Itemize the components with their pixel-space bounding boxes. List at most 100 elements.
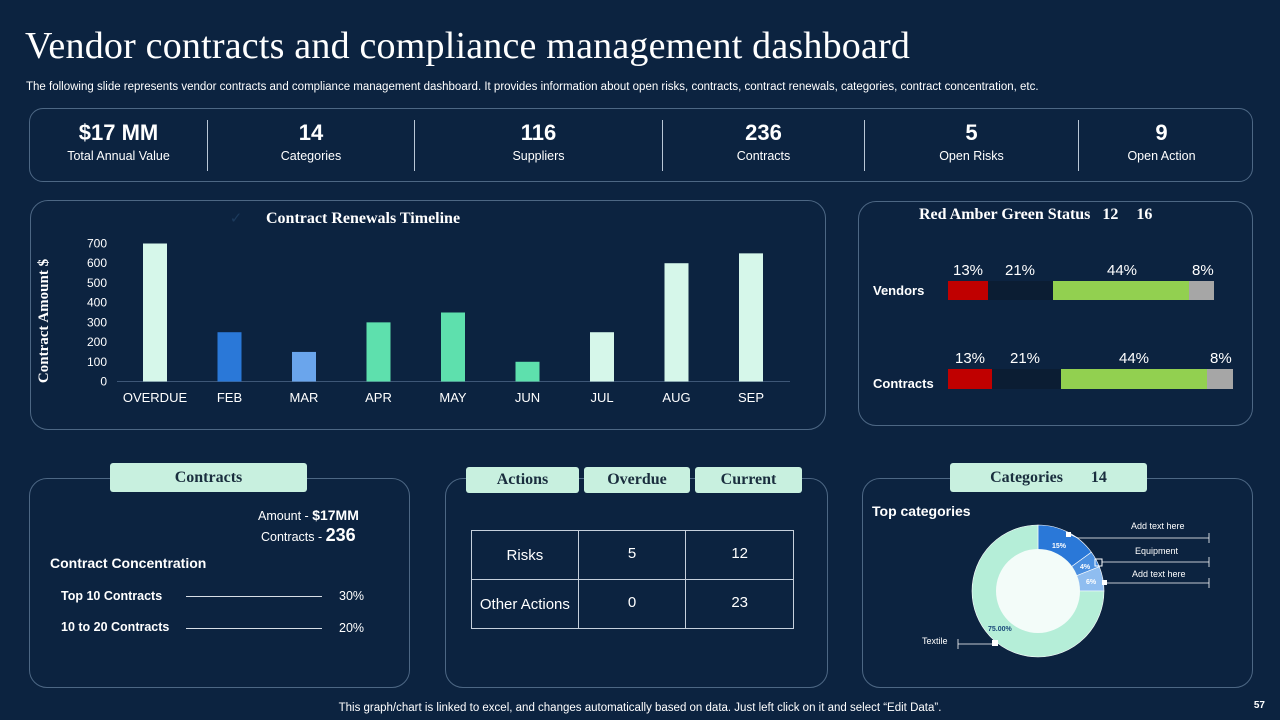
kpi-label: Total Annual Value bbox=[67, 149, 170, 163]
kpi-divider bbox=[864, 120, 865, 171]
concentration-line bbox=[186, 628, 322, 629]
chart-title: Contract Renewals Timeline bbox=[266, 210, 460, 227]
kpi-divider bbox=[207, 120, 208, 171]
current-tab[interactable]: Current bbox=[695, 467, 802, 493]
concentration-title: Contract Concentration bbox=[50, 555, 207, 571]
x-tick-label: JUL bbox=[590, 390, 613, 405]
donut-slice bbox=[971, 524, 1105, 658]
categories-donut-chart: 15% 4% 6% 75.00% Add text here Equipment… bbox=[922, 521, 1210, 658]
rag-pct-label: 44% bbox=[1107, 262, 1138, 279]
bar bbox=[366, 322, 391, 382]
y-tick-label: 100 bbox=[87, 355, 107, 369]
row-label: Other Actions bbox=[471, 579, 579, 629]
table-row: Other Actions 0 23 bbox=[471, 579, 794, 629]
footer-note: This graph/chart is linked to excel, and… bbox=[338, 702, 942, 714]
x-tick-label: JUN bbox=[515, 390, 540, 405]
concentration-row-label: 10 to 20 Contracts bbox=[61, 620, 170, 634]
rag-segment-green bbox=[1061, 369, 1207, 389]
x-tick-label: APR bbox=[365, 390, 392, 405]
kpi-bar: $17 MM Total Annual Value 14 Categories … bbox=[29, 108, 1253, 182]
y-tick-label: 500 bbox=[87, 276, 107, 290]
y-tick-label: 400 bbox=[87, 296, 107, 310]
amount-label: Amount - bbox=[258, 509, 313, 523]
page-number: 57 bbox=[1253, 700, 1265, 711]
kpi-open-risks: 5 Open Risks bbox=[865, 109, 1078, 183]
bar bbox=[217, 332, 242, 382]
y-tick-label: 0 bbox=[100, 375, 107, 389]
kpi-label: Categories bbox=[280, 149, 342, 163]
count-label: Contracts - bbox=[261, 530, 326, 544]
rag-status-panel bbox=[858, 201, 1253, 426]
kpi-divider bbox=[1078, 120, 1079, 171]
bar bbox=[292, 351, 316, 382]
row-label: Risks bbox=[471, 530, 579, 580]
bar bbox=[590, 332, 614, 382]
page-title: Vendor contracts and compliance manageme… bbox=[25, 25, 911, 67]
rag-pct-label: 44% bbox=[1119, 350, 1150, 367]
kpi-contracts: 236 Contracts bbox=[663, 109, 864, 183]
rag-row-label: Contracts bbox=[873, 376, 934, 391]
contracts-tab: Contracts bbox=[110, 463, 307, 492]
rag-segment-grey bbox=[1207, 369, 1233, 389]
slice-value-label: 75.00% bbox=[988, 626, 1013, 633]
categories-tab-label: Categories bbox=[990, 469, 1063, 486]
y-tick-label: 300 bbox=[87, 315, 107, 329]
slice-value-label: 15% bbox=[1052, 543, 1067, 550]
x-tick-label: AUG bbox=[662, 390, 690, 405]
overdue-tab[interactable]: Overdue bbox=[584, 467, 690, 493]
kpi-value: 5 bbox=[965, 120, 978, 145]
kpi-value: 116 bbox=[520, 120, 557, 145]
page-subtitle: The following slide represents vendor co… bbox=[26, 81, 1039, 93]
rag-status-title: Red Amber Green Status 12 16 bbox=[919, 206, 1152, 224]
kpi-categories: 14 Categories bbox=[208, 109, 414, 183]
overdue-cell: 0 bbox=[577, 579, 687, 629]
bar bbox=[664, 263, 689, 382]
bar bbox=[143, 243, 167, 382]
x-tick-label: MAY bbox=[439, 390, 467, 405]
kpi-open-action: 9 Open Action bbox=[1079, 109, 1244, 183]
rag-title-text: Red Amber Green Status bbox=[919, 206, 1091, 223]
kpi-value: 236 bbox=[745, 120, 782, 145]
y-tick-label: 700 bbox=[87, 237, 107, 251]
slice-value-label: 6% bbox=[1086, 579, 1097, 586]
rag-pct-label: 13% bbox=[955, 350, 986, 367]
chart-y-axis-label: Contract Amount $ bbox=[36, 258, 52, 383]
rag-row-label: Vendors bbox=[873, 283, 925, 298]
x-tick-label: FEB bbox=[217, 390, 242, 405]
rag-title-number: 16 bbox=[1136, 206, 1153, 223]
callout-marker bbox=[1102, 580, 1107, 585]
kpi-divider bbox=[662, 120, 663, 171]
rag-segment-red bbox=[948, 369, 992, 389]
x-tick-label: MAR bbox=[290, 390, 319, 405]
amount-value: $17MM bbox=[312, 507, 359, 523]
bar bbox=[441, 312, 465, 382]
y-tick-label: 600 bbox=[87, 256, 107, 270]
rag-segment-green bbox=[1053, 281, 1189, 300]
callout-label: Textile bbox=[922, 636, 948, 646]
chart-check-icon: ✓ bbox=[230, 210, 243, 227]
kpi-value: 9 bbox=[1155, 120, 1168, 145]
callout-label: Add text here bbox=[1132, 569, 1186, 579]
rag-segment-red bbox=[948, 281, 988, 300]
rag-segment-grey bbox=[1189, 281, 1214, 300]
overdue-cell: 5 bbox=[577, 530, 687, 580]
actions-table: Risks 5 12 Other Actions 0 23 bbox=[471, 530, 794, 629]
rag-pct-label: 13% bbox=[953, 262, 984, 279]
kpi-suppliers: 116 Suppliers bbox=[415, 109, 662, 183]
concentration-row-label: Top 10 Contracts bbox=[61, 589, 163, 603]
kpi-label: Suppliers bbox=[512, 149, 565, 163]
kpi-label: Contracts bbox=[736, 149, 791, 163]
rag-pct-label: 21% bbox=[1005, 262, 1036, 279]
actions-tab[interactable]: Actions bbox=[466, 467, 579, 493]
concentration-line bbox=[186, 596, 322, 597]
callout-marker bbox=[1066, 532, 1071, 537]
kpi-label: Open Action bbox=[1127, 149, 1196, 163]
callout-marker bbox=[992, 640, 998, 646]
categories-tab: Categories 14 bbox=[950, 463, 1147, 492]
renewals-bar-chart: ✓ Contract Renewals Timeline Contract Am… bbox=[36, 210, 790, 405]
bar bbox=[515, 361, 540, 382]
current-cell: 12 bbox=[685, 530, 794, 580]
top-categories-title: Top categories bbox=[872, 503, 971, 519]
table-row: Risks 5 12 bbox=[471, 530, 794, 580]
bar bbox=[739, 253, 763, 382]
